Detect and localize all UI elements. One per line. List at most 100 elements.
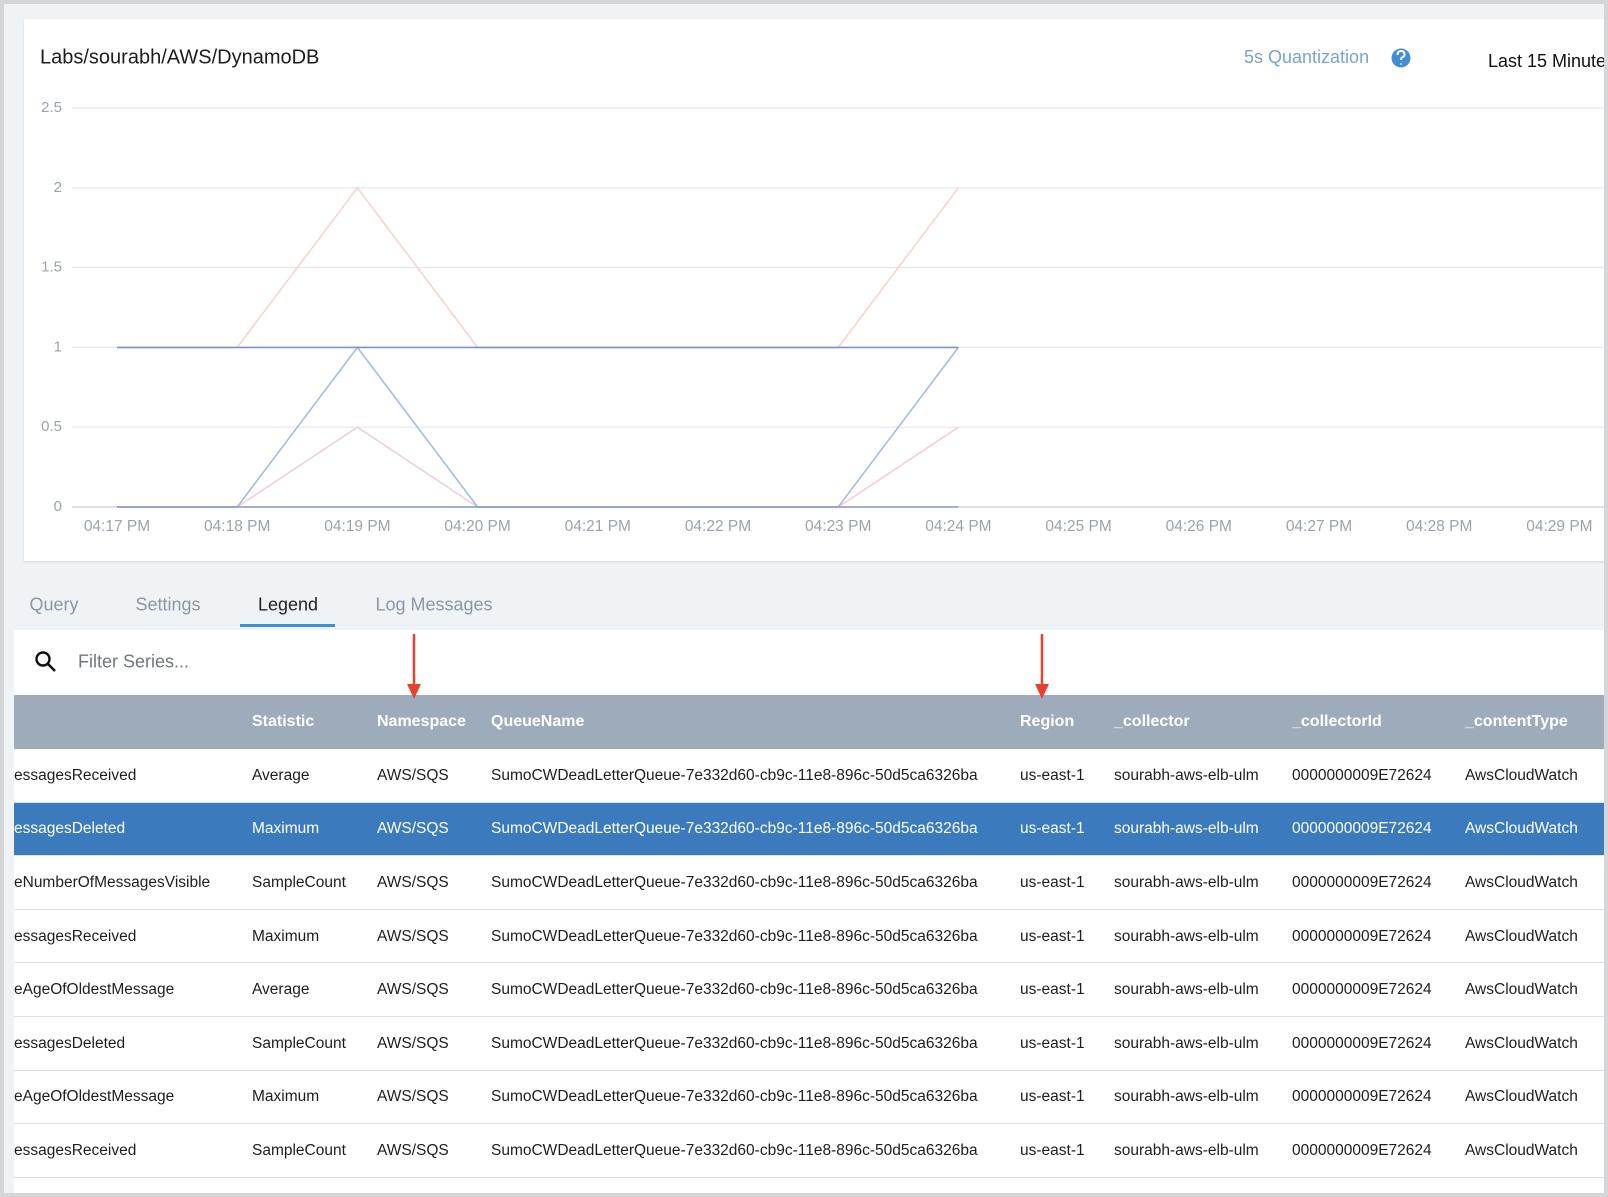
table-cell: AWS/SQS (377, 1142, 449, 1159)
table-cell: Maximum (252, 927, 320, 945)
table-cell: AWS/SQS (377, 1088, 449, 1106)
table-row[interactable] (14, 749, 1604, 803)
table-cell: SumoCWDeadLetterQueue-7e332d60-cb9c-11e8… (491, 927, 978, 945)
table-cell: AWS/SQS (377, 820, 449, 838)
tab-underline (240, 624, 335, 627)
table-cell: sourabh-aws-elb-ulm (1114, 981, 1259, 999)
tab[interactable]: Log Messages (375, 594, 493, 615)
search-lens (35, 651, 51, 667)
table-cell: essagesDeleted (14, 820, 126, 838)
arrow-head (407, 684, 421, 699)
table-cell: SumoCWDeadLetterQueue-7e332d60-cb9c-11e8… (491, 1034, 978, 1052)
table-cell: us-east-1 (1020, 927, 1085, 945)
table-cell: SumoCWDeadLetterQueue-7e332d60-cb9c-11e8… (491, 874, 978, 891)
table-cell: essagesReceived (14, 1142, 137, 1159)
table-row[interactable] (14, 1070, 1604, 1125)
search-handle (47, 663, 56, 672)
table-cell: 0000000009E72624 (1292, 820, 1432, 838)
table-cell: us-east-1 (1020, 874, 1085, 891)
table-row[interactable] (14, 856, 1604, 910)
column-header: _collector (1114, 713, 1190, 730)
table-cell: 0000000009E72624 (1292, 1034, 1432, 1052)
table-row[interactable] (14, 909, 1604, 964)
table-cell: eAgeOfOldestMessage (14, 1088, 175, 1106)
table-cell: AwsCloudWatch (1465, 874, 1578, 891)
y-tick-label: 1.5 (41, 259, 62, 276)
table-cell: AwsCloudWatch (1465, 1088, 1578, 1106)
table-cell: AwsCloudWatch (1465, 981, 1578, 999)
x-tick-label: 04:17 PM (84, 518, 150, 535)
table-cell: us-east-1 (1020, 1088, 1085, 1106)
tab[interactable]: Settings (135, 594, 201, 615)
table-cell: us-east-1 (1020, 1142, 1085, 1159)
table-header (14, 695, 1604, 749)
y-tick-label: 0 (54, 498, 62, 515)
table-cell: sourabh-aws-elb-ulm (1114, 820, 1259, 838)
table-cell: SampleCount (252, 1142, 346, 1159)
quantization: 5s Quantization (1244, 47, 1369, 67)
table-row[interactable] (14, 802, 1604, 857)
table-cell: AwsCloudWatch (1465, 1034, 1578, 1052)
table-cell: Maximum (252, 820, 320, 838)
table-row[interactable] (14, 963, 1604, 1017)
table-cell: AwsCloudWatch (1465, 1142, 1578, 1159)
table-cell: sourabh-aws-elb-ulm (1114, 927, 1259, 945)
table-cell: SampleCount (252, 1034, 346, 1052)
table-cell: Average (252, 766, 310, 784)
table-row[interactable] (14, 1124, 1604, 1178)
y-tick-label: 2.5 (41, 99, 62, 116)
table-cell: sourabh-aws-elb-ulm (1114, 874, 1259, 891)
table-cell: sourabh-aws-elb-ulm (1114, 1142, 1259, 1159)
table-cell: Average (252, 981, 310, 999)
column-header: _contentType (1465, 713, 1568, 730)
filter-input[interactable]: Filter Series... (78, 651, 190, 672)
x-tick-label: 04:28 PM (1406, 518, 1472, 535)
y-tick-label: 1 (54, 338, 62, 355)
table-cell: 0000000009E72624 (1292, 1088, 1432, 1106)
table-cell: AWS/SQS (377, 874, 449, 891)
table-cell: AWS/SQS (377, 927, 449, 945)
table-cell: SumoCWDeadLetterQueue-7e332d60-cb9c-11e8… (491, 766, 978, 784)
column-header: Region (1020, 713, 1075, 730)
table-cell: us-east-1 (1020, 1034, 1085, 1052)
x-tick-label: 04:22 PM (685, 518, 751, 535)
tab[interactable]: Legend (257, 594, 319, 615)
table-cell: sourabh-aws-elb-ulm (1114, 1034, 1259, 1052)
tab[interactable]: Query (29, 594, 79, 615)
table-cell: AwsCloudWatch (1465, 766, 1578, 784)
column-header: Statistic (252, 713, 315, 730)
chart-card (24, 19, 1604, 561)
help-glyph (1396, 49, 1406, 65)
x-tick-label: 04:21 PM (565, 518, 631, 535)
table-cell: AWS/SQS (377, 1034, 449, 1052)
table-cell: 0000000009E72624 (1292, 874, 1432, 891)
y-tick-label: 0.5 (41, 418, 62, 435)
x-tick-label: 04:19 PM (324, 518, 390, 535)
table-cell: essagesReceived (14, 766, 137, 784)
table-cell: Maximum (252, 1088, 320, 1106)
table-row[interactable] (14, 1017, 1604, 1071)
x-tick-label: 04:23 PM (805, 518, 871, 535)
table-cell: essagesReceived (14, 927, 137, 945)
table-cell: SumoCWDeadLetterQueue-7e332d60-cb9c-11e8… (491, 1088, 978, 1106)
table-cell: SampleCount (252, 874, 346, 891)
column-header: Namespace (377, 713, 466, 730)
column-header: _collectorId (1292, 713, 1382, 730)
table-cell: AwsCloudWatch (1465, 820, 1578, 838)
table-cell: essagesDeleted (14, 1034, 126, 1052)
arrow-head (1035, 684, 1049, 699)
x-tick-label: 04:18 PM (204, 518, 270, 535)
table-cell: 0000000009E72624 (1292, 766, 1432, 784)
column-header: QueueName (491, 713, 585, 730)
legend-panel: Filter Series... Statistic Namespace QueueN… (14, 630, 1604, 1193)
table-cell: AWS/SQS (377, 766, 449, 784)
table-cell: 0000000009E72624 (1292, 927, 1432, 945)
table-cell: SumoCWDeadLetterQueue-7e332d60-cb9c-11e8… (491, 820, 978, 838)
table-cell: AwsCloudWatch (1465, 927, 1578, 945)
table-cell: sourabh-aws-elb-ulm (1114, 1088, 1259, 1106)
y-tick-label: 2 (54, 179, 62, 196)
table-cell: sourabh-aws-elb-ulm (1114, 766, 1259, 784)
time-range: Last 15 Minute (1488, 51, 1606, 71)
chart: Labs/sourabh/AWS/DynamoDB 5s Quantization… (40, 46, 1606, 535)
